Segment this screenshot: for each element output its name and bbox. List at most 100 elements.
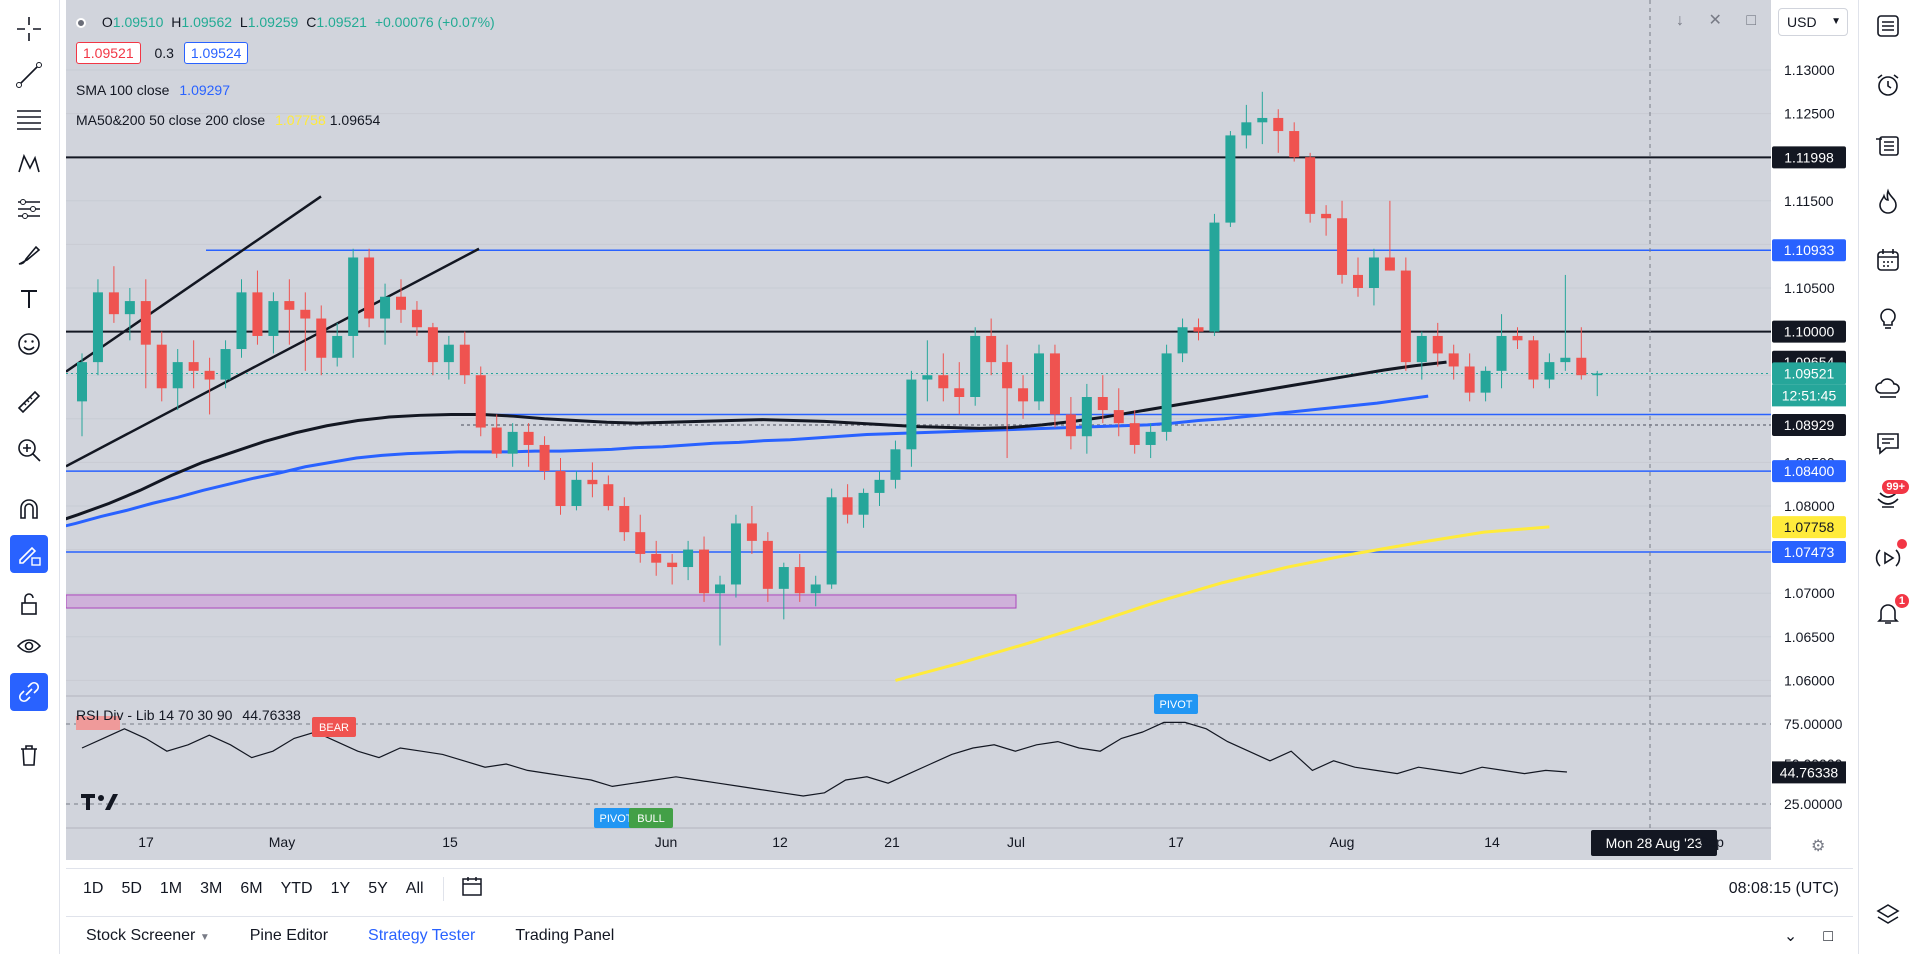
candle-body	[523, 431, 534, 445]
ideas-stream-icon[interactable]: 99+	[1869, 480, 1909, 518]
countdown: 12:51:45	[1782, 387, 1837, 403]
pivot-label-bg	[594, 808, 638, 828]
candle-body	[77, 362, 87, 402]
price-tag-bg	[1772, 320, 1846, 343]
candle-body	[316, 318, 327, 358]
range-button-6m[interactable]: 6M	[240, 879, 263, 897]
calendar-icon[interactable]	[454, 874, 490, 903]
notifications-bell-icon[interactable]: 1	[1869, 594, 1909, 632]
tab-strategy-tester[interactable]: Strategy Tester	[348, 927, 495, 945]
ruler-icon[interactable]	[10, 383, 48, 421]
low-label: L	[239, 14, 248, 30]
candle-body	[411, 309, 422, 328]
emoji-icon[interactable]	[10, 325, 48, 363]
price-tag: 1.08929	[1784, 417, 1835, 433]
forecast-icon[interactable]	[10, 190, 48, 228]
trend-line-icon[interactable]	[10, 56, 48, 94]
stay-in-drawing-mode-icon[interactable]	[10, 535, 48, 573]
bull-label-bg	[629, 808, 673, 828]
ideas-bulb-icon[interactable]	[1869, 298, 1907, 336]
open-label: O	[101, 14, 113, 30]
broadcast-play-icon[interactable]	[1869, 539, 1907, 577]
range-button-1m[interactable]: 1M	[159, 879, 183, 897]
candle-body	[842, 497, 853, 515]
lock-icon[interactable]	[10, 585, 48, 623]
legend-dot-icon[interactable]	[76, 18, 86, 29]
range-button-5d[interactable]: 5D	[121, 879, 142, 897]
currency-select[interactable]: USD ▼	[1778, 8, 1848, 36]
maximize-icon[interactable]: □	[1823, 927, 1833, 945]
price-tag: 1.07758	[1784, 519, 1835, 535]
tab-pine-editor[interactable]: Pine Editor	[230, 927, 348, 945]
time-tick: 12	[772, 834, 788, 850]
candle-body	[348, 257, 359, 336]
range-button-5y[interactable]: 5Y	[368, 879, 388, 897]
range-button-3m[interactable]: 3M	[200, 879, 223, 897]
eye-icon[interactable]	[10, 627, 48, 665]
buy-price-button[interactable]: 1.09524	[183, 42, 249, 64]
rsi-legend[interactable]: RSI Div - Lib 14 70 30 90 44.76338	[76, 707, 305, 723]
candle-body	[1002, 362, 1013, 389]
tab-trading-panel[interactable]: Trading Panel	[495, 927, 634, 945]
fib-retracement-icon[interactable]	[10, 100, 48, 138]
candle-body	[1480, 370, 1491, 393]
sell-price-button[interactable]: 1.09521	[76, 42, 141, 64]
text-icon[interactable]	[10, 280, 48, 318]
alarm-clock-icon[interactable]	[1869, 66, 1907, 104]
range-button-ytd[interactable]: YTD	[280, 879, 313, 897]
ma50-line	[66, 360, 1447, 521]
calendar-icon[interactable]	[1869, 241, 1907, 279]
candle-body	[1081, 397, 1092, 437]
range-button-all[interactable]: All	[405, 879, 424, 897]
range-button-1d[interactable]: 1D	[83, 879, 104, 897]
zoom-in-icon[interactable]	[10, 431, 48, 469]
trend-line	[66, 195, 322, 373]
settings-icon[interactable]: ⚙	[1811, 838, 1826, 855]
clock-display[interactable]: 08:08:15 (UTC)	[1728, 879, 1839, 897]
candle-body	[715, 584, 725, 594]
sma100-line	[66, 394, 1429, 528]
sma-legend[interactable]: SMA 100 close 1.09297	[76, 82, 234, 98]
pattern-icon[interactable]	[10, 145, 48, 183]
maximize-icon[interactable]: □	[1746, 12, 1756, 29]
watchlist-icon[interactable]	[1869, 7, 1907, 45]
price-tag: 1.10000	[1784, 324, 1835, 340]
candle-body	[1321, 213, 1332, 219]
tab-stock-screener[interactable]: Stock Screener ▼	[66, 927, 230, 945]
brush-icon[interactable]	[10, 235, 48, 273]
ma50-value: 1.07758	[275, 112, 326, 128]
link-icon[interactable]	[10, 673, 48, 711]
magnet-icon[interactable]	[10, 491, 48, 529]
tradingview-logo[interactable]	[79, 790, 119, 817]
close-icon[interactable]: ✕	[1708, 12, 1722, 29]
trash-icon[interactable]	[10, 736, 48, 774]
data-window-icon[interactable]	[1869, 126, 1907, 164]
candle-body	[1368, 257, 1379, 288]
streams-cloud-icon[interactable]	[1869, 368, 1907, 406]
hotlist-flame-icon[interactable]	[1869, 183, 1907, 221]
crosshair-icon[interactable]	[10, 10, 48, 48]
chevron-down-icon[interactable]: ↓	[1676, 12, 1684, 29]
price-tag: 1.07473	[1784, 544, 1835, 560]
candle-body	[1065, 414, 1076, 437]
low-value: 1.09259	[247, 14, 299, 30]
layers-icon[interactable]	[1869, 896, 1907, 934]
time-tick: Aug	[1329, 834, 1355, 850]
bull-label: BULL	[637, 813, 665, 825]
candle-body	[762, 540, 773, 589]
candle-body	[1129, 423, 1140, 445]
notifications-badge: 1	[1894, 594, 1909, 608]
candle-body	[1448, 353, 1459, 367]
candle-body	[300, 309, 311, 319]
candle-body	[92, 292, 103, 363]
chat-icon[interactable]	[1869, 424, 1907, 462]
price-tag: 1.11998	[1784, 149, 1834, 165]
range-button-1y[interactable]: 1Y	[330, 879, 351, 897]
candle-body	[603, 484, 614, 506]
candle-body	[172, 362, 183, 389]
candle-body	[1384, 257, 1395, 271]
ma-legend[interactable]: MA50&200 50 close 200 close 1.07758 1.0965…	[76, 112, 384, 128]
chevron-down-icon[interactable]: ⌄	[1783, 927, 1798, 945]
